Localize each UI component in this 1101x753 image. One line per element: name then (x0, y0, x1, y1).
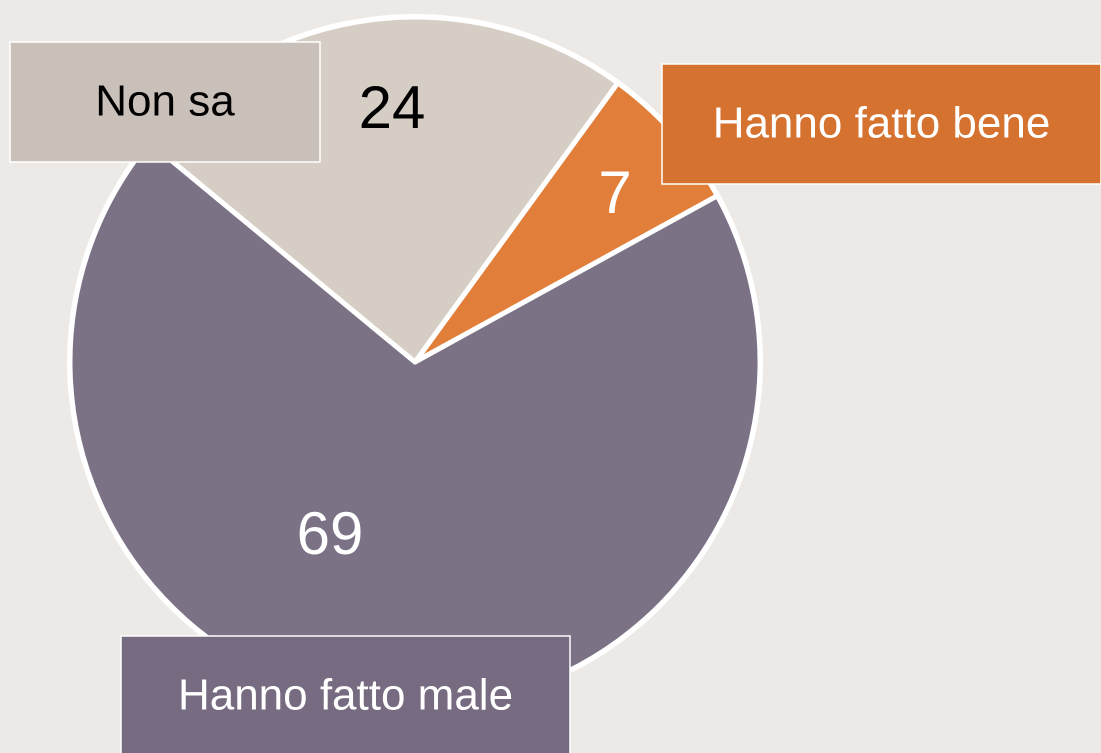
callout-box (9, 41, 321, 163)
callout-box (661, 63, 1101, 185)
category-label: Hanno fatto male (178, 671, 513, 720)
data-label: 7 (598, 159, 631, 226)
data-label: 24 (359, 74, 426, 141)
data-label: 69 (297, 500, 364, 567)
category-label: Hanno fatto bene (713, 99, 1051, 148)
category-label: Non sa (95, 77, 235, 126)
callout-box (120, 635, 571, 753)
